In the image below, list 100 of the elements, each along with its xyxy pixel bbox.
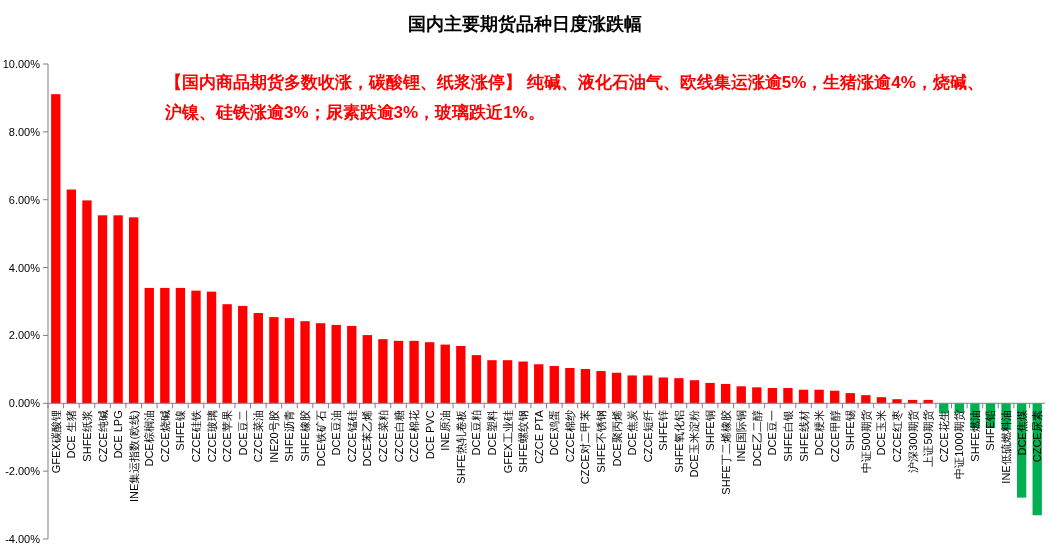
x-tick-label: SHFE锌 bbox=[657, 410, 670, 451]
x-tick-label: CZCE红枣 bbox=[891, 410, 904, 463]
x-tick-label: DCE聚丙烯 bbox=[610, 410, 623, 467]
x-tick-label: SHFE白银 bbox=[781, 410, 794, 462]
bar bbox=[393, 340, 404, 404]
bar bbox=[175, 287, 186, 404]
x-tick-label: CZCE烧碱 bbox=[158, 410, 171, 463]
x-tick-label: SHFE螺纹钢 bbox=[517, 410, 530, 473]
bar bbox=[471, 355, 482, 404]
bar bbox=[51, 94, 61, 404]
x-tick-label: DCE玉米 bbox=[875, 410, 888, 456]
x-tick-label: DCE豆粕 bbox=[470, 410, 483, 456]
y-tick-label: 6.00% bbox=[8, 193, 41, 206]
x-tick-label: DCE粳米 bbox=[813, 410, 826, 456]
y-tick-label: 10.00% bbox=[2, 58, 41, 70]
x-tick-label: GFEX碳酸锂 bbox=[49, 410, 62, 474]
y-tick-label: 8.00% bbox=[8, 125, 41, 138]
bar bbox=[347, 325, 357, 404]
x-tick-label: CZCE棉纱 bbox=[563, 410, 576, 463]
x-tick-label: CZCE棉花 bbox=[408, 410, 421, 463]
bar bbox=[892, 399, 902, 404]
bar bbox=[736, 386, 746, 404]
bar bbox=[502, 360, 513, 404]
bar bbox=[705, 382, 715, 404]
bar bbox=[440, 344, 450, 404]
bar bbox=[66, 189, 77, 404]
bar bbox=[409, 340, 419, 404]
bar bbox=[362, 335, 373, 404]
x-tick-label: CZCE短纤 bbox=[641, 410, 654, 463]
x-tick-label: CZCE硅铁 bbox=[189, 410, 202, 463]
bar bbox=[144, 287, 154, 404]
bar bbox=[830, 390, 840, 404]
bar bbox=[238, 305, 248, 404]
y-tick-label: -2.00% bbox=[5, 465, 41, 478]
x-tick-label: 中证500期货 bbox=[859, 410, 872, 473]
x-tick-label: INE集运指数(欧线) bbox=[127, 410, 140, 502]
x-tick-label: SHFE热轧卷板 bbox=[454, 410, 467, 484]
x-tick-label: SHFE丁二烯橡胶 bbox=[719, 410, 732, 495]
x-tick-label: CZCE PTA bbox=[532, 409, 545, 464]
x-tick-label: SHFE线材 bbox=[797, 410, 810, 462]
x-tick-label: GFEX工业硅 bbox=[501, 410, 514, 474]
bar bbox=[129, 217, 139, 404]
bar bbox=[720, 383, 731, 404]
x-tick-label: DCE鸡蛋 bbox=[548, 410, 561, 456]
bar bbox=[487, 360, 497, 404]
bar bbox=[549, 365, 559, 404]
bar bbox=[191, 290, 201, 404]
bar bbox=[97, 215, 108, 404]
bar bbox=[331, 324, 341, 404]
x-tick-label: SHFE铜 bbox=[704, 410, 717, 451]
x-tick-label: CZCE菜粕 bbox=[376, 410, 389, 463]
x-tick-label: SHFE橡胶 bbox=[299, 410, 312, 462]
x-tick-label: SHFE镍 bbox=[174, 410, 187, 451]
bar bbox=[456, 345, 466, 404]
bar bbox=[253, 313, 263, 404]
x-tick-label: DCE LPG bbox=[112, 410, 125, 459]
bar bbox=[923, 399, 933, 404]
x-tick-label: 上证50期货 bbox=[922, 410, 935, 467]
x-tick-label: DCE豆二 bbox=[236, 410, 249, 456]
bar bbox=[596, 371, 606, 404]
x-tick-label: SHFE铅 bbox=[984, 410, 997, 451]
bar bbox=[82, 200, 92, 404]
bar bbox=[565, 368, 575, 404]
x-tick-label: DCE塑料 bbox=[485, 410, 498, 456]
bar bbox=[206, 291, 217, 404]
x-tick-label: DCE玉米淀粉 bbox=[688, 410, 701, 478]
bar bbox=[689, 380, 700, 404]
x-tick-label: DCE焦煤 bbox=[1015, 410, 1028, 456]
annotation: 【国内商品期货多数收涨，碳酸锂、纸浆涨停】 纯碱、液化石油气、欧线集运涨逾5%，生猪涨逾4%，烧碱、沪镍、硅铁涨逾3%；尿素跌逾3%，玻璃跌近1%。 bbox=[165, 72, 985, 124]
x-tick-label: CZCE纯碱 bbox=[96, 410, 109, 463]
x-tick-label: INE国际铜 bbox=[735, 410, 748, 462]
x-tick-label: 中证1000期货 bbox=[953, 410, 966, 479]
bar bbox=[269, 317, 279, 404]
x-tick-label: DCE豆油 bbox=[330, 410, 343, 456]
x-tick-label: CZCE玻璃 bbox=[205, 410, 218, 463]
bar bbox=[643, 375, 653, 404]
bar bbox=[222, 304, 232, 404]
bar bbox=[845, 393, 855, 404]
x-tick-label: CZCE花生 bbox=[937, 410, 950, 463]
bar bbox=[767, 388, 778, 404]
bar bbox=[798, 389, 809, 404]
bar bbox=[627, 375, 637, 404]
x-tick-label: DCE铁矿石 bbox=[314, 410, 327, 467]
x-tick-label: SHFE沥青 bbox=[283, 410, 296, 462]
bar bbox=[611, 372, 622, 404]
x-tick-label: CZCE尿素 bbox=[1031, 410, 1044, 463]
bar bbox=[378, 339, 388, 404]
bar bbox=[113, 215, 123, 404]
x-tick-label: DCE苯乙烯 bbox=[361, 410, 374, 467]
x-tick-label: INE原油 bbox=[439, 410, 452, 451]
bar bbox=[876, 397, 887, 404]
y-tick-label: 2.00% bbox=[8, 329, 41, 342]
x-tick-label: SHFE不锈钢 bbox=[595, 410, 608, 473]
x-tick-label: SHFE锡 bbox=[844, 410, 857, 451]
x-tick-label: DCE豆一 bbox=[766, 410, 779, 456]
x-tick-label: CZCE苹果 bbox=[221, 410, 234, 463]
x-tick-label: 沪深300期货 bbox=[906, 410, 919, 473]
bar bbox=[424, 342, 435, 404]
x-tick-label: SHFE燃油 bbox=[968, 410, 981, 462]
bar bbox=[658, 377, 669, 404]
